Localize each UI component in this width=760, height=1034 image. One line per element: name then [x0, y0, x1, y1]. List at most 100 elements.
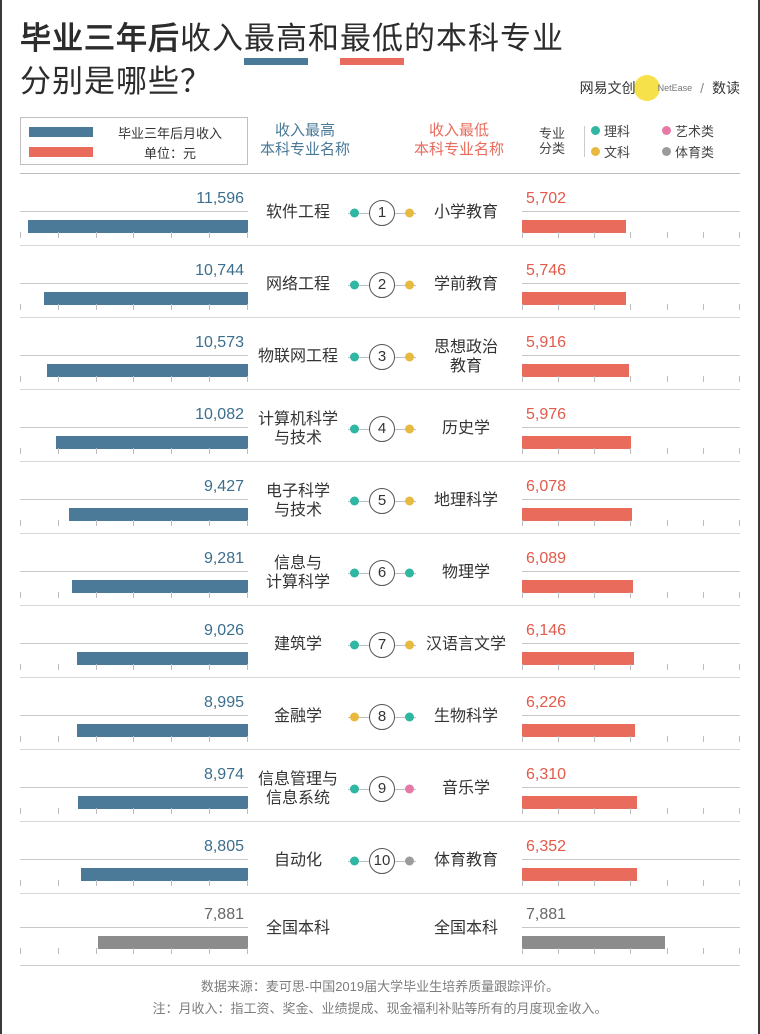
low-value: 6,146 — [522, 622, 740, 644]
high-value: 9,026 — [20, 622, 248, 644]
high-major-name: 金融学 — [248, 707, 348, 726]
cat-item-0: 理科 — [591, 121, 656, 140]
low-cat-dot — [405, 712, 414, 721]
low-major-name: 学前教育 — [416, 275, 516, 294]
avg-low-track — [522, 934, 740, 952]
high-value: 9,281 — [20, 550, 248, 572]
cat-item-3: 体育类 — [662, 142, 740, 161]
data-row: 8,805 自动化 10 体育教育 6,352 — [20, 821, 740, 893]
high-major-name: 电子科学与技术 — [248, 482, 348, 520]
rank-cell: 4 — [348, 416, 416, 442]
title-seg2: 和 — [308, 21, 340, 56]
low-bar-col: 5,746 — [516, 262, 740, 308]
low-bar-track — [522, 866, 740, 884]
cat-dot-3 — [662, 147, 671, 156]
low-bar-track — [522, 362, 740, 380]
legend-swatch-high — [29, 127, 93, 137]
low-bar-track — [522, 434, 740, 452]
high-value: 10,573 — [20, 334, 248, 356]
data-row: 9,281 信息与计算科学 6 物理学 6,089 — [20, 533, 740, 605]
rank-circle: 1 — [369, 200, 395, 226]
high-major-name: 计算机科学与技术 — [248, 410, 348, 448]
title-bold: 毕业三年后 — [20, 21, 180, 56]
high-cat-dot — [350, 568, 359, 577]
low-major-name: 体育教育 — [416, 851, 516, 870]
low-cat-dot — [405, 352, 414, 361]
high-major-name: 信息管理与信息系统 — [248, 770, 348, 808]
rank-circle: 5 — [369, 488, 395, 514]
rank-circle: 3 — [369, 344, 395, 370]
col-head-high-l2: 本科专业名称 — [260, 141, 350, 160]
col-head-low-l2: 本科专业名称 — [414, 141, 504, 160]
brand-badge: 网易文创 NetEase / 数读 — [580, 75, 740, 101]
high-bar-track — [20, 722, 248, 740]
high-bar-col: 8,805 — [20, 838, 248, 884]
low-bar-track — [522, 650, 740, 668]
rank-cell: 10 — [348, 848, 416, 874]
high-major-name: 建筑学 — [248, 635, 348, 654]
legend-income-label: 毕业三年后月收入 — [101, 123, 239, 142]
brand-text-2: 数读 — [712, 78, 740, 98]
low-bar-track — [522, 578, 740, 596]
legend-box: 毕业三年后月收入 单位：元 — [20, 117, 248, 165]
low-bar-track — [522, 722, 740, 740]
high-value: 8,995 — [20, 694, 248, 716]
high-cat-dot — [350, 352, 359, 361]
rank-cell: 1 — [348, 200, 416, 226]
low-bar-track — [522, 290, 740, 308]
high-bar-track — [20, 218, 248, 236]
low-cat-dot — [405, 640, 414, 649]
high-value: 10,744 — [20, 262, 248, 284]
col-head-low: 收入最低 本科专业名称 — [402, 117, 516, 165]
header-row: 毕业三年后月收入 单位：元 收入最高 本科专业名称 收入最低 本科专业名称 专业… — [20, 117, 740, 165]
low-cat-dot — [405, 784, 414, 793]
low-cat-dot — [405, 856, 414, 865]
low-major-name: 思想政治教育 — [416, 338, 516, 376]
high-cat-dot — [350, 424, 359, 433]
cat-item-1: 文科 — [591, 142, 656, 161]
category-legend: 专业 分类 理科 艺术类 文科 体育类 — [516, 117, 740, 165]
rank-cell: 2 — [348, 272, 416, 298]
high-cat-dot — [350, 856, 359, 865]
high-bar-col: 8,995 — [20, 694, 248, 740]
brand-dot-icon — [634, 75, 660, 101]
low-value: 5,746 — [522, 262, 740, 284]
footer-notes: 数据来源：麦可思-中国2019届大学毕业生培养质量跟踪评价。 注：月收入：指工资… — [20, 965, 740, 1020]
low-value: 5,976 — [522, 406, 740, 428]
avg-low-value: 7,881 — [522, 906, 740, 928]
rank-cell: 3 — [348, 344, 416, 370]
high-bar-track — [20, 650, 248, 668]
low-major-name: 汉语言文学 — [416, 635, 516, 654]
title-line1: 毕业三年后收入最高和最低的本科专业 — [20, 18, 740, 60]
col-head-low-l1: 收入最低 — [429, 122, 489, 141]
brand-netease: NetEase — [658, 83, 693, 93]
high-bar-col: 9,281 — [20, 550, 248, 596]
low-bar-track — [522, 794, 740, 812]
data-row: 10,082 计算机科学与技术 4 历史学 5,976 — [20, 389, 740, 461]
data-row: 10,573 物联网工程 3 思想政治教育 5,916 — [20, 317, 740, 389]
low-value: 6,310 — [522, 766, 740, 788]
avg-high-label: 全国本科 — [248, 919, 348, 938]
low-bar-col: 5,702 — [516, 190, 740, 236]
low-bar-col: 6,310 — [516, 766, 740, 812]
high-value: 8,974 — [20, 766, 248, 788]
rank-circle: 8 — [369, 704, 395, 730]
high-major-name: 网络工程 — [248, 275, 348, 294]
cat-item-2: 艺术类 — [662, 121, 740, 140]
rank-circle: 4 — [369, 416, 395, 442]
high-major-name: 物联网工程 — [248, 347, 348, 366]
low-cat-dot — [405, 280, 414, 289]
data-row: 9,427 电子科学与技术 5 地理科学 6,078 — [20, 461, 740, 533]
footer-line-1: 数据来源：麦可思-中国2019届大学毕业生培养质量跟踪评价。 — [20, 976, 740, 998]
title-block: 毕业三年后收入最高和最低的本科专业 分别是哪些？ 网易文创 NetEase / … — [20, 18, 740, 103]
low-bar-track — [522, 506, 740, 524]
high-bar-col: 10,573 — [20, 334, 248, 380]
rank-cell: 7 — [348, 632, 416, 658]
low-bar-col: 6,078 — [516, 478, 740, 524]
low-value: 6,089 — [522, 550, 740, 572]
title-low-ul: 最低 — [340, 21, 404, 65]
high-bar-track — [20, 578, 248, 596]
low-cat-dot — [405, 496, 414, 505]
high-cat-dot — [350, 640, 359, 649]
high-major-name: 信息与计算科学 — [248, 554, 348, 592]
